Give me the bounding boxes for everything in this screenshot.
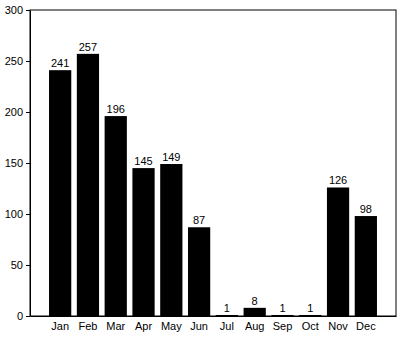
y-tick-mark: [26, 10, 30, 11]
x-tick: Jul: [220, 316, 234, 332]
y-tick: 200: [5, 106, 30, 118]
data-label: 126: [329, 174, 347, 186]
x-tick: Apr: [135, 316, 152, 332]
x-tick: Dec: [356, 316, 376, 332]
data-label: 87: [193, 214, 205, 226]
x-axis: Jan Feb Mar Apr May Jun Jul Aug Sep Oct Nov Dec: [31, 316, 397, 332]
y-tick-label: 200: [5, 106, 23, 118]
y-tick-label: 150: [5, 157, 23, 169]
y-tick-mark: [26, 61, 30, 62]
x-tick: Jun: [190, 316, 208, 332]
data-label: 196: [107, 103, 125, 115]
bar: [160, 164, 182, 316]
x-tick-label: Feb: [78, 320, 97, 332]
x-tick: Mar: [106, 316, 125, 332]
x-tick-label: Dec: [356, 320, 376, 332]
bar: [132, 168, 154, 316]
y-tick: 0: [17, 310, 30, 322]
y-tick-label: 250: [5, 55, 23, 67]
x-tick-label: Aug: [245, 320, 265, 332]
x-tick-label: Nov: [328, 320, 348, 332]
data-label: 241: [51, 57, 69, 69]
y-tick-label: 300: [5, 4, 23, 16]
x-tick-label: May: [161, 320, 182, 332]
chart: 0 50 100 150 200 250 300 Jan Feb Mar Apr May Jun Jul A…: [0, 0, 401, 344]
x-tick: May: [161, 316, 182, 332]
x-tick-label: Jan: [51, 320, 69, 332]
x-tick-label: Apr: [135, 320, 152, 332]
data-label: 98: [360, 203, 372, 215]
y-tick-mark: [26, 214, 30, 215]
y-tick: 250: [5, 55, 30, 67]
x-tick-label: Mar: [106, 320, 125, 332]
bar: [355, 216, 377, 316]
y-tick-mark: [26, 316, 30, 317]
bars: [49, 54, 377, 316]
x-tick-label: Jun: [190, 320, 208, 332]
x-tick-label: Oct: [302, 320, 319, 332]
plot-frame: [30, 10, 396, 316]
data-label: 1: [279, 302, 285, 314]
x-tick: Nov: [328, 316, 348, 332]
data-label: 145: [134, 155, 152, 167]
x-axis-line: [31, 316, 397, 317]
y-tick: 300: [5, 4, 30, 16]
data-label: 8: [252, 295, 258, 307]
y-axis: 0 50 100 150 200 250 300: [5, 4, 31, 322]
bar: [77, 54, 99, 316]
bar: [188, 227, 210, 316]
data-label: 1: [224, 302, 230, 314]
y-tick-mark: [26, 112, 30, 113]
data-labels: 241 257 196 145 149 87 1 8 1 1 126 98: [51, 41, 372, 314]
y-axis-line: [30, 11, 31, 317]
x-tick-label: Jul: [220, 320, 234, 332]
y-tick-label: 100: [5, 208, 23, 220]
x-tick: Jan: [51, 316, 69, 332]
x-tick: Aug: [245, 316, 265, 332]
y-tick-label: 50: [11, 259, 23, 271]
x-tick-label: Sep: [273, 320, 293, 332]
bar: [244, 308, 266, 316]
bar: [327, 187, 349, 316]
bar: [49, 70, 71, 316]
x-tick: Sep: [273, 316, 293, 332]
y-tick: 150: [5, 157, 30, 169]
x-tick: Oct: [302, 316, 319, 332]
data-label: 257: [79, 41, 97, 53]
y-tick: 50: [11, 259, 30, 271]
y-tick-mark: [26, 265, 30, 266]
y-tick-label: 0: [17, 310, 23, 322]
x-tick: Feb: [78, 316, 97, 332]
data-label: 1: [307, 302, 313, 314]
bar: [105, 116, 127, 316]
data-label: 149: [162, 151, 180, 163]
y-tick: 100: [5, 208, 30, 220]
y-tick-mark: [26, 163, 30, 164]
